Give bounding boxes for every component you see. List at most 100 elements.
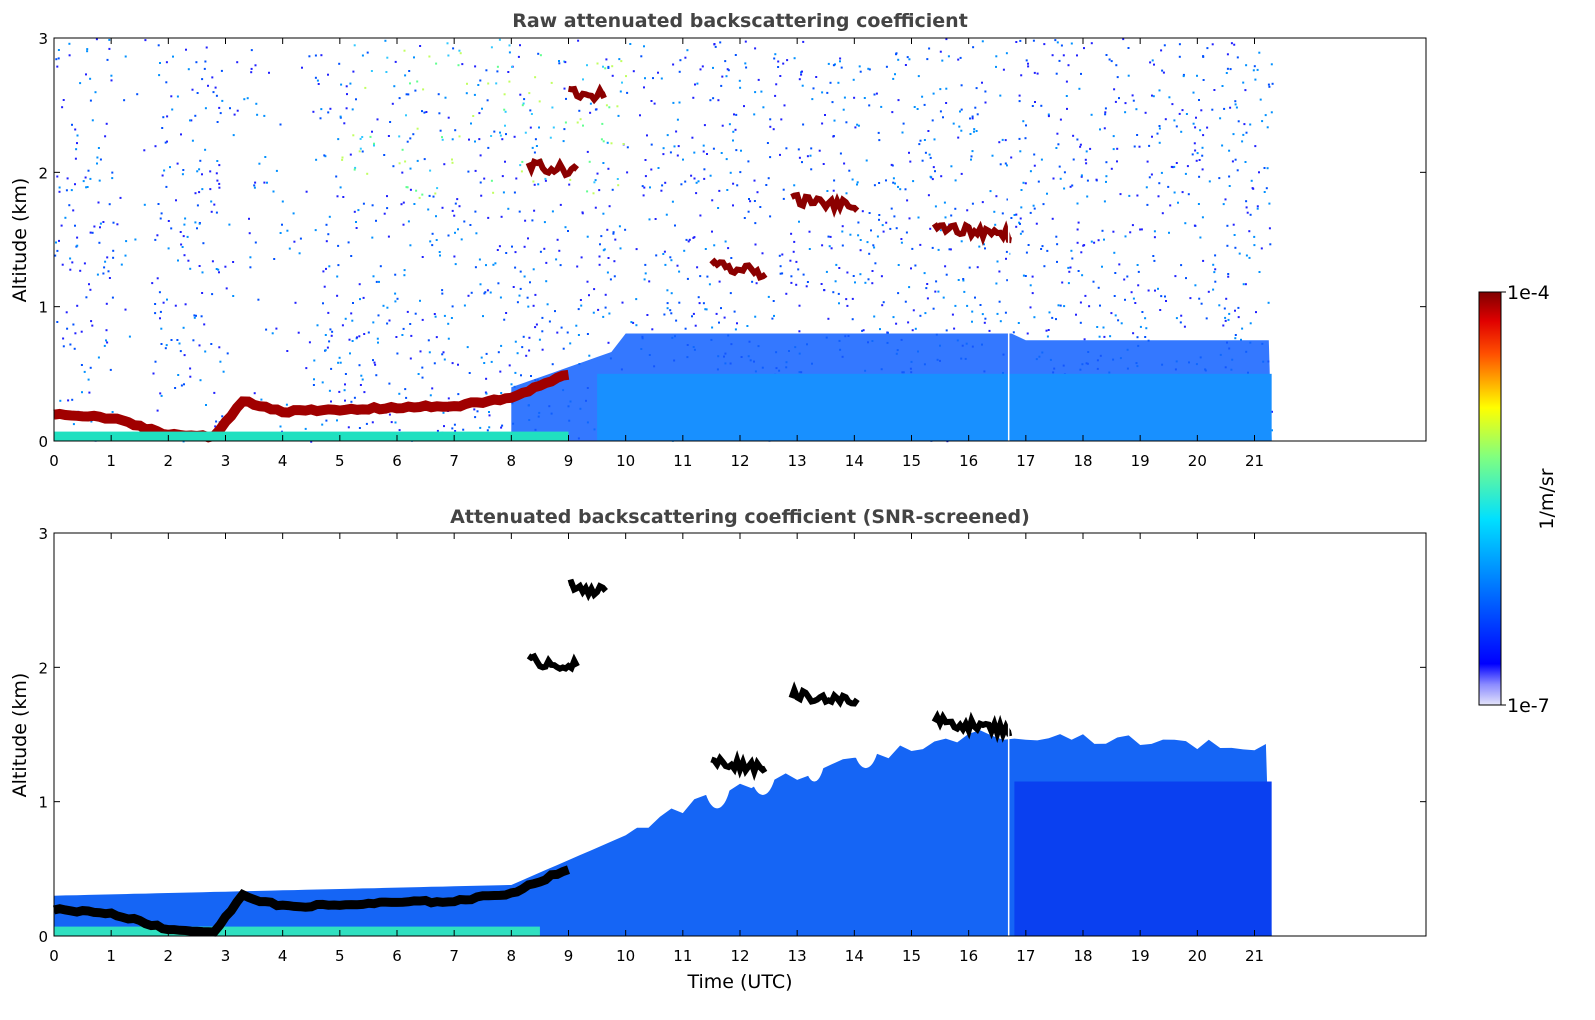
noise-pixel [89, 177, 92, 180]
x-tick-label: 8 [507, 452, 517, 470]
noise-pixel [322, 270, 325, 273]
noise-pixel [957, 58, 960, 61]
noise-pixel [298, 252, 301, 255]
noise-pixel [899, 188, 902, 191]
noise-pixel [906, 199, 909, 202]
noise-pixel [911, 329, 914, 332]
noise-pixel [643, 186, 646, 189]
noise-pixel [870, 229, 872, 232]
noise-pixel [86, 50, 89, 53]
noise-pixel [953, 327, 956, 330]
noise-pixel [879, 328, 881, 331]
noise-pixel [383, 212, 386, 215]
noise-pixel [324, 334, 327, 336]
noise-pixel [872, 244, 875, 247]
noise-pixel [696, 82, 699, 85]
noise-pixel [617, 114, 620, 117]
noise-pixel [1077, 221, 1080, 224]
noise-pixel [508, 364, 511, 367]
noise-pixel [56, 249, 59, 252]
noise-pixel [1177, 201, 1179, 204]
noise-pixel [189, 119, 191, 122]
noise-pixel [421, 376, 424, 379]
noise-pixel [891, 111, 894, 114]
noise-pixel [718, 189, 721, 192]
noise-pixel [580, 304, 583, 307]
noise-pixel [97, 356, 100, 359]
noise-pixel [1213, 89, 1216, 91]
noise-pixel [1114, 100, 1117, 103]
noise-pixel [514, 340, 517, 343]
noise-pixel [55, 241, 57, 244]
noise-pixel [999, 320, 1002, 323]
noise-pixel [1168, 231, 1170, 234]
noise-pixel [191, 88, 194, 91]
noise-pixel [486, 429, 489, 432]
noise-pixel [218, 346, 221, 349]
noise-pixel [460, 238, 463, 241]
noise-pixel [1144, 317, 1147, 320]
noise-pixel [739, 171, 742, 174]
noise-pixel [1253, 244, 1256, 247]
noise-pixel [1033, 316, 1036, 319]
noise-pixel [492, 263, 495, 266]
noise-pixel [704, 248, 707, 250]
noise-pixel [720, 84, 723, 87]
noise-pixel [558, 62, 561, 65]
noise-pixel [372, 321, 375, 324]
noise-pixel [684, 327, 687, 330]
noise-pixel [421, 193, 424, 196]
noise-pixel [442, 351, 445, 354]
noise-pixel [1170, 165, 1173, 168]
noise-pixel [918, 143, 921, 146]
noise-pixel [846, 304, 849, 307]
noise-pixel [361, 150, 364, 153]
noise-pixel [924, 312, 927, 315]
noise-pixel [154, 238, 157, 241]
noise-pixel [483, 177, 486, 180]
noise-pixel [156, 409, 159, 412]
noise-pixel [578, 109, 581, 112]
noise-pixel [183, 383, 185, 386]
noise-pixel [995, 65, 997, 68]
noise-pixel [790, 281, 793, 284]
noise-pixel [904, 64, 907, 66]
noise-pixel [479, 181, 482, 184]
noise-pixel [401, 148, 404, 151]
noise-pixel [798, 78, 801, 81]
noise-pixel [1096, 326, 1099, 328]
noise-pixel [90, 420, 93, 423]
noise-pixel [563, 60, 566, 63]
noise-pixel [390, 421, 393, 424]
noise-pixel [894, 73, 896, 76]
x-tick-label: 15 [902, 452, 921, 470]
noise-pixel [1245, 206, 1248, 209]
noise-pixel [500, 344, 503, 347]
noise-pixel [1080, 174, 1083, 177]
noise-pixel [703, 177, 706, 180]
noise-pixel [328, 340, 331, 343]
noise-pixel [338, 390, 341, 393]
snr-screened-panel: Attenuated backscattering coefficient (S… [9, 506, 1427, 993]
noise-pixel [861, 210, 864, 213]
noise-pixel [350, 400, 353, 403]
noise-pixel [182, 169, 185, 171]
x-tick-label: 13 [788, 947, 807, 965]
noise-pixel [1226, 244, 1229, 247]
noise-pixel [348, 338, 351, 341]
noise-pixel [1127, 74, 1130, 77]
noise-pixel [1161, 212, 1164, 215]
noise-pixel [843, 162, 846, 165]
noise-pixel [1171, 103, 1174, 106]
noise-pixel [371, 421, 374, 424]
noise-pixel [1174, 275, 1177, 278]
noise-pixel [1223, 107, 1226, 110]
cloud-feature [788, 681, 860, 708]
noise-pixel [96, 156, 99, 159]
noise-pixel [1024, 137, 1027, 140]
noise-pixel [909, 160, 912, 163]
noise-pixel [957, 136, 960, 139]
noise-pixel [124, 308, 127, 311]
noise-pixel [1104, 107, 1107, 110]
noise-pixel [1056, 243, 1059, 246]
